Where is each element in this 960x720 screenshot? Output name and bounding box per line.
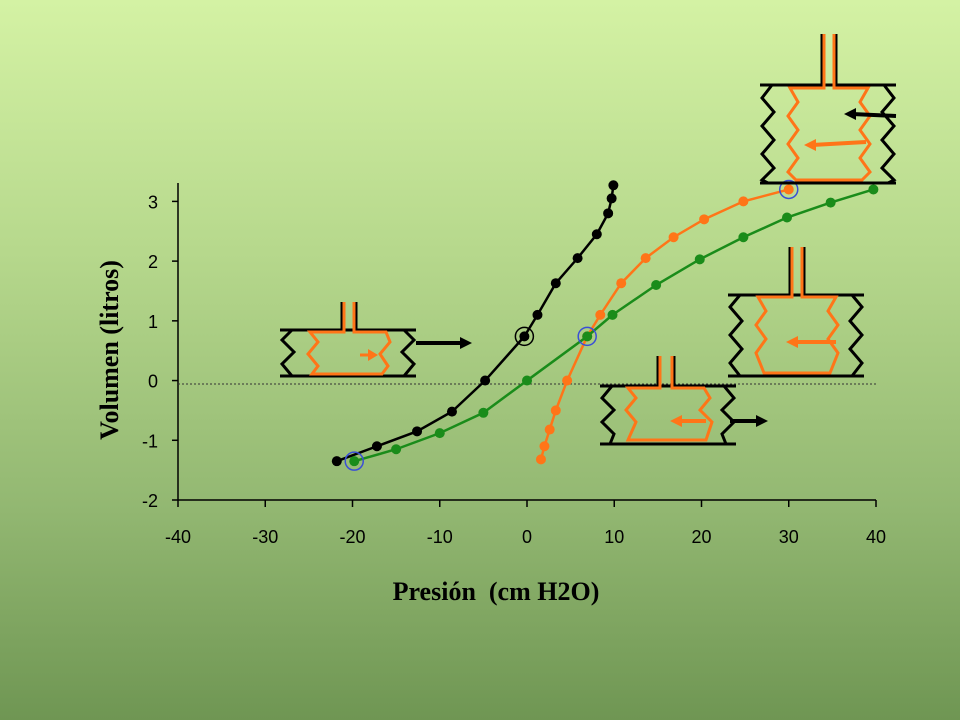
data-point (738, 232, 749, 243)
data-point (738, 196, 749, 207)
y-tick-label: 2 (148, 252, 158, 272)
data-point (412, 426, 423, 437)
data-point (519, 331, 530, 342)
y-tick-label: 3 (148, 192, 158, 212)
data-point (782, 212, 793, 223)
data-point (550, 405, 561, 416)
diagram-middle-right (728, 247, 864, 378)
data-point (606, 193, 617, 204)
data-point (446, 406, 457, 417)
x-tick-label: 30 (779, 527, 799, 547)
series-line (353, 188, 874, 463)
data-point (582, 331, 593, 342)
data-point (478, 407, 489, 418)
x-tick-label: -20 (339, 527, 365, 547)
data-point (603, 208, 614, 219)
x-axis-title: Presión (cm H2O) (393, 577, 600, 606)
data-point (616, 278, 627, 289)
data-point (595, 309, 606, 320)
x-tick-label: 20 (691, 527, 711, 547)
data-point (694, 254, 705, 265)
data-point (607, 309, 618, 320)
data-point (699, 214, 710, 225)
data-point (535, 454, 546, 465)
data-point (539, 441, 550, 452)
highlight-ring (577, 326, 597, 347)
data-point (783, 184, 794, 195)
diagram-left (279, 302, 472, 378)
data-series (331, 180, 879, 467)
x-ticks: -40 -30 -20 -10 0 10 20 30 40 (165, 500, 886, 547)
data-point (640, 253, 651, 264)
highlight-ring (779, 179, 799, 200)
x-tick-label: -40 (165, 527, 191, 547)
x-tick-label: -30 (252, 527, 278, 547)
data-point (572, 253, 583, 264)
data-point (608, 180, 619, 191)
x-tick-label: 10 (604, 527, 624, 547)
y-tick-label: -1 (142, 431, 158, 451)
data-point (651, 280, 662, 291)
highlight-ring (344, 451, 364, 471)
y-tick-label: 1 (148, 312, 158, 332)
data-point (331, 456, 342, 467)
highlight-markers (344, 179, 799, 471)
y-tick-label: 0 (148, 372, 158, 392)
x-tick-label: -10 (427, 527, 453, 547)
y-ticks: 3 2 1 0 -1 -2 (142, 192, 178, 511)
data-point (591, 229, 602, 240)
data-point (868, 184, 879, 195)
y-axis-title: Volumen (litros) (95, 260, 124, 440)
data-point (825, 197, 836, 208)
data-point (391, 444, 402, 455)
diagram-bottom-middle (599, 356, 768, 446)
x-tick-label: 0 (522, 527, 532, 547)
data-point (434, 428, 445, 439)
data-point (480, 375, 491, 386)
data-point (550, 278, 561, 289)
y-tick-label: -2 (142, 491, 158, 511)
data-point (371, 441, 382, 452)
series-line (336, 185, 615, 463)
series-line (539, 188, 790, 460)
data-point (522, 375, 532, 386)
data-point (544, 424, 555, 435)
x-tick-label: 40 (866, 527, 886, 547)
data-point (532, 309, 543, 320)
diagram-full-inflation (759, 34, 897, 185)
highlight-ring (514, 326, 535, 347)
data-point (668, 232, 679, 243)
data-point (349, 456, 360, 467)
data-point (562, 375, 573, 386)
